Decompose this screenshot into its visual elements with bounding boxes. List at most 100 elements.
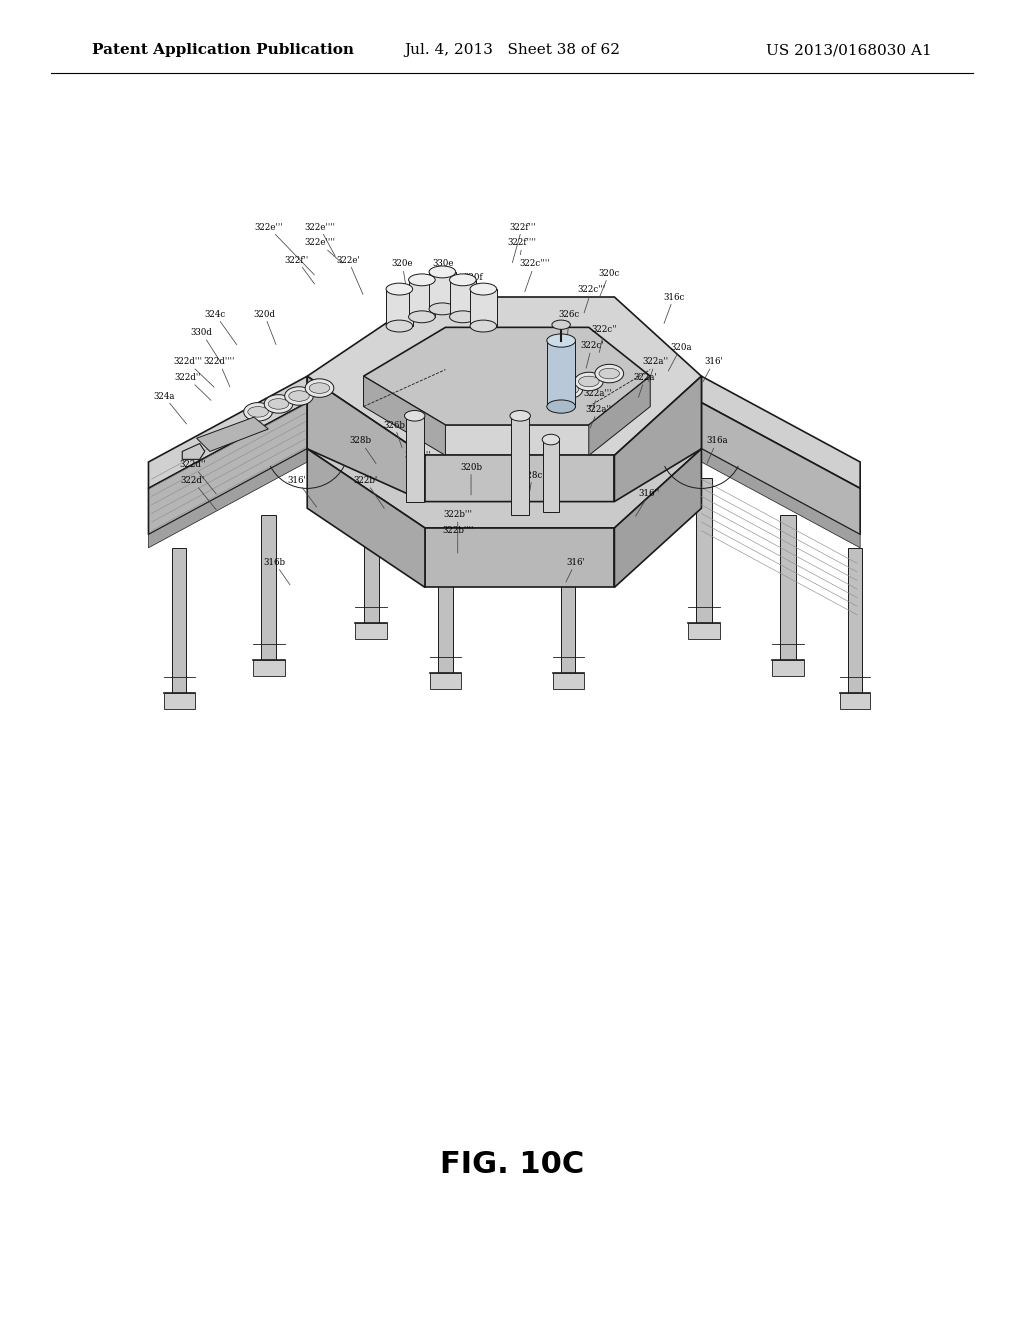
Polygon shape: [355, 623, 387, 639]
Text: 322c'': 322c'': [591, 326, 617, 352]
Polygon shape: [148, 403, 307, 535]
Polygon shape: [772, 660, 804, 676]
Ellipse shape: [470, 282, 497, 296]
Polygon shape: [253, 660, 285, 676]
Text: 322b'': 322b'': [404, 451, 431, 480]
Ellipse shape: [386, 319, 413, 333]
Polygon shape: [307, 449, 425, 587]
Text: 320f: 320f: [463, 273, 483, 305]
Polygon shape: [425, 455, 614, 528]
Text: 320c: 320c: [599, 269, 620, 297]
Polygon shape: [307, 297, 701, 455]
Text: 316a: 316a: [707, 437, 727, 463]
Polygon shape: [386, 289, 413, 326]
Ellipse shape: [305, 379, 334, 397]
Text: 328b: 328b: [349, 437, 376, 463]
Text: 322a': 322a': [633, 374, 657, 397]
Polygon shape: [553, 673, 584, 689]
Polygon shape: [701, 376, 860, 488]
Ellipse shape: [309, 383, 330, 393]
Text: 322d'': 322d'': [174, 374, 211, 400]
Ellipse shape: [244, 403, 272, 421]
Text: 324c: 324c: [205, 310, 237, 345]
Ellipse shape: [595, 364, 624, 383]
Ellipse shape: [547, 400, 575, 413]
Ellipse shape: [574, 372, 603, 391]
Text: 320b: 320b: [460, 463, 482, 495]
Text: 322a'': 322a'': [585, 405, 611, 428]
Polygon shape: [406, 416, 424, 502]
Text: 322c'''': 322c'''': [519, 260, 550, 292]
Ellipse shape: [510, 411, 530, 421]
Ellipse shape: [386, 282, 413, 296]
Text: 322b': 322b': [353, 477, 384, 508]
Text: 316'': 316'': [636, 490, 659, 516]
Text: 326b: 326b: [383, 421, 406, 447]
Polygon shape: [614, 376, 701, 528]
Ellipse shape: [268, 399, 289, 409]
Ellipse shape: [470, 319, 497, 333]
Text: 316': 316': [464, 289, 482, 321]
Polygon shape: [438, 535, 453, 673]
Text: 322f''': 322f''': [509, 223, 536, 263]
Text: FIG. 10C: FIG. 10C: [440, 1150, 584, 1179]
Text: 320d: 320d: [253, 310, 276, 345]
Text: 328c: 328c: [522, 471, 543, 498]
Text: 322a''': 322a''': [584, 389, 612, 411]
Polygon shape: [364, 376, 445, 455]
Text: 322e': 322e': [336, 256, 362, 294]
Polygon shape: [164, 693, 195, 709]
Text: 322d''': 322d''': [173, 358, 214, 387]
Polygon shape: [701, 449, 860, 548]
Polygon shape: [544, 440, 559, 512]
Ellipse shape: [429, 265, 456, 277]
Ellipse shape: [285, 387, 313, 405]
Text: 316b: 316b: [263, 558, 290, 585]
Polygon shape: [614, 449, 701, 587]
Text: 330e: 330e: [433, 260, 454, 292]
Polygon shape: [561, 535, 575, 673]
Text: 322d'''': 322d'''': [204, 358, 234, 387]
Polygon shape: [364, 478, 379, 623]
Text: 330d: 330d: [190, 329, 220, 362]
Text: Jul. 4, 2013   Sheet 38 of 62: Jul. 4, 2013 Sheet 38 of 62: [404, 44, 620, 57]
Polygon shape: [409, 280, 435, 317]
Ellipse shape: [264, 395, 293, 413]
Ellipse shape: [450, 310, 476, 323]
Text: 324a: 324a: [154, 392, 186, 424]
Polygon shape: [511, 416, 529, 515]
Polygon shape: [470, 289, 497, 326]
Polygon shape: [450, 280, 476, 317]
Polygon shape: [840, 693, 870, 709]
Polygon shape: [696, 478, 712, 623]
Ellipse shape: [547, 334, 575, 347]
Polygon shape: [589, 376, 650, 455]
Polygon shape: [148, 449, 307, 548]
Text: US 2013/0168030 A1: US 2013/0168030 A1: [766, 44, 932, 57]
Text: 322f'': 322f'': [285, 256, 314, 284]
Text: 316': 316': [566, 558, 585, 582]
Ellipse shape: [450, 273, 476, 286]
Ellipse shape: [543, 434, 559, 445]
Text: 322e''': 322e''': [254, 223, 314, 275]
Polygon shape: [307, 376, 425, 528]
Text: 316': 316': [703, 358, 723, 381]
Polygon shape: [547, 341, 575, 407]
Polygon shape: [780, 515, 796, 660]
Ellipse shape: [552, 321, 570, 330]
Ellipse shape: [579, 376, 599, 387]
Ellipse shape: [404, 411, 425, 421]
Ellipse shape: [429, 302, 456, 315]
Text: 320e: 320e: [391, 260, 414, 289]
Polygon shape: [197, 417, 268, 451]
Polygon shape: [182, 444, 205, 459]
Polygon shape: [701, 403, 860, 535]
Polygon shape: [848, 548, 862, 693]
Text: Patent Application Publication: Patent Application Publication: [92, 44, 354, 57]
Text: 322c''': 322c''': [578, 285, 606, 313]
Text: 322e'''': 322e'''': [304, 223, 335, 256]
Polygon shape: [364, 327, 650, 425]
Polygon shape: [425, 528, 614, 587]
Polygon shape: [172, 548, 186, 693]
Ellipse shape: [599, 368, 620, 379]
